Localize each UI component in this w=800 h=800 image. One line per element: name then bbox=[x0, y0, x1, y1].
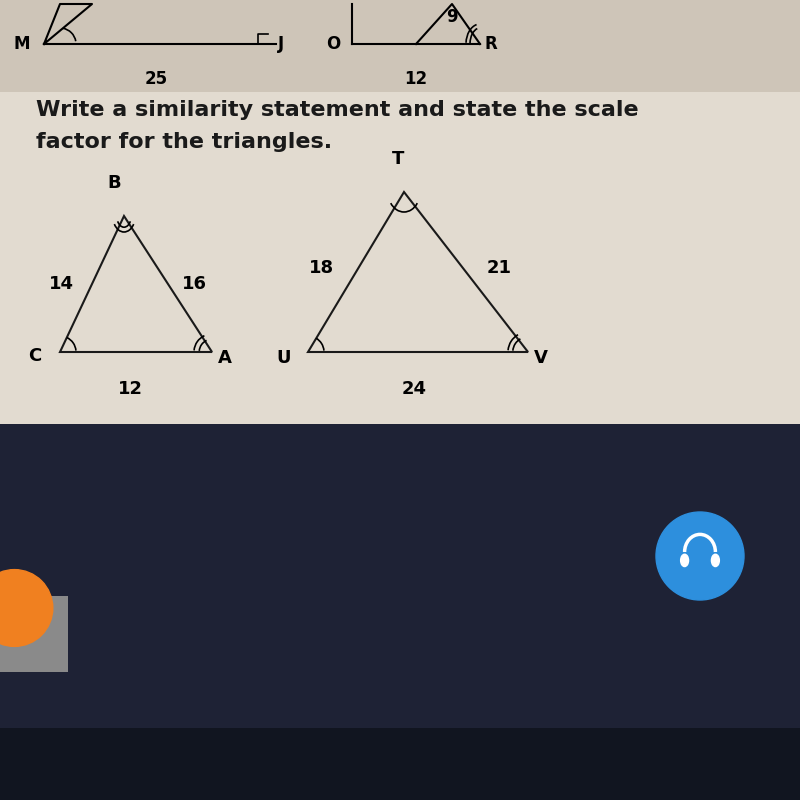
Text: M: M bbox=[14, 35, 30, 53]
Text: R: R bbox=[484, 35, 497, 53]
Ellipse shape bbox=[711, 554, 719, 566]
Text: 14: 14 bbox=[50, 275, 74, 293]
Text: J: J bbox=[278, 35, 285, 53]
Circle shape bbox=[656, 512, 744, 600]
Bar bbox=[0, 596, 68, 672]
Bar bbox=[0, 728, 800, 800]
Text: A: A bbox=[218, 349, 231, 366]
Text: 16: 16 bbox=[182, 275, 207, 293]
Text: 24: 24 bbox=[402, 380, 427, 398]
Text: C: C bbox=[28, 347, 42, 365]
Text: 12: 12 bbox=[118, 380, 143, 398]
Ellipse shape bbox=[681, 554, 689, 566]
Bar bbox=[0, 0, 800, 92]
Circle shape bbox=[0, 570, 53, 646]
Text: T: T bbox=[392, 150, 405, 168]
Text: O: O bbox=[326, 35, 340, 53]
Text: V: V bbox=[534, 349, 548, 366]
Bar bbox=[0, 424, 800, 800]
Text: factor for the triangles.: factor for the triangles. bbox=[36, 132, 332, 152]
Text: 25: 25 bbox=[145, 70, 167, 88]
Text: Write a similarity statement and state the scale: Write a similarity statement and state t… bbox=[36, 100, 638, 120]
Bar bbox=[0, 92, 800, 424]
Text: U: U bbox=[276, 349, 290, 366]
Text: 21: 21 bbox=[486, 259, 511, 277]
Text: 9: 9 bbox=[446, 8, 458, 26]
Text: B: B bbox=[107, 174, 122, 192]
Text: 12: 12 bbox=[405, 70, 427, 88]
Text: 18: 18 bbox=[310, 259, 334, 277]
